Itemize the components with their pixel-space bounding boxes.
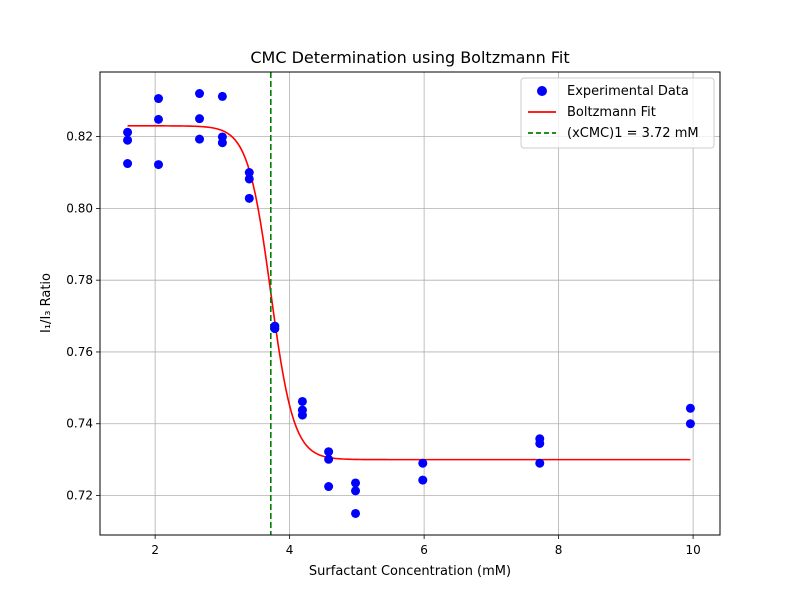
x-axis-label: Surfactant Concentration (mM)	[309, 564, 511, 579]
data-point	[217, 91, 227, 101]
data-point	[351, 478, 361, 488]
data-point	[154, 114, 163, 124]
data-point	[297, 410, 307, 420]
chart-title: CMC Determination using Boltzmann Fit	[250, 48, 569, 67]
data-point	[685, 403, 695, 413]
y-tick-label: 0.72	[66, 489, 93, 503]
boltzmann-fit-line	[127, 125, 691, 461]
legend-label-cmc: (xCMC)1 = 3.72 mM	[567, 126, 699, 141]
plot-area	[123, 72, 695, 535]
y-tick-label: 0.80	[66, 201, 93, 215]
x-tick-label: 10	[685, 543, 700, 557]
legend-marker-experimental-data	[537, 86, 547, 96]
data-point	[351, 508, 361, 518]
data-point	[351, 486, 361, 496]
ticks: 2 4 6 8 10 0.72 0.74 0.76 0.78 0.80 0.82	[66, 130, 700, 557]
legend: Experimental Data Boltzmann Fit (xCMC)1 …	[520, 77, 715, 149]
data-point	[418, 475, 428, 485]
data-point	[154, 160, 163, 170]
data-point	[217, 138, 227, 148]
data-point	[154, 94, 163, 104]
data-point	[195, 89, 205, 99]
legend-label-boltzmann-fit: Boltzmann Fit	[567, 105, 656, 120]
data-point	[418, 458, 428, 468]
legend-box	[520, 77, 715, 149]
data-point	[195, 114, 205, 124]
data-point	[244, 174, 254, 184]
data-point	[324, 447, 334, 457]
x-tick-label: 4	[286, 543, 294, 557]
data-point	[535, 438, 545, 448]
data-point	[297, 396, 307, 406]
data-point	[535, 458, 545, 468]
y-tick-label: 0.82	[66, 130, 93, 144]
legend-label-experimental-data: Experimental Data	[567, 84, 689, 99]
data-point	[244, 168, 254, 177]
y-tick-label: 0.76	[66, 345, 93, 359]
data-point	[324, 454, 334, 464]
data-point	[685, 419, 695, 429]
data-point	[244, 193, 254, 203]
data-point	[123, 159, 133, 169]
x-tick-label: 8	[555, 543, 563, 557]
axes-frame	[99, 71, 721, 536]
data-point	[123, 135, 133, 145]
data-point	[270, 324, 280, 334]
y-tick-label: 0.78	[66, 273, 93, 287]
data-point	[123, 127, 133, 137]
x-tick-label: 2	[151, 543, 159, 557]
data-point	[195, 134, 205, 144]
y-tick-label: 0.74	[66, 417, 93, 431]
data-point	[324, 482, 334, 492]
y-axis-label: I₁/I₃ Ratio	[39, 273, 54, 333]
x-tick-label: 6	[420, 543, 428, 557]
